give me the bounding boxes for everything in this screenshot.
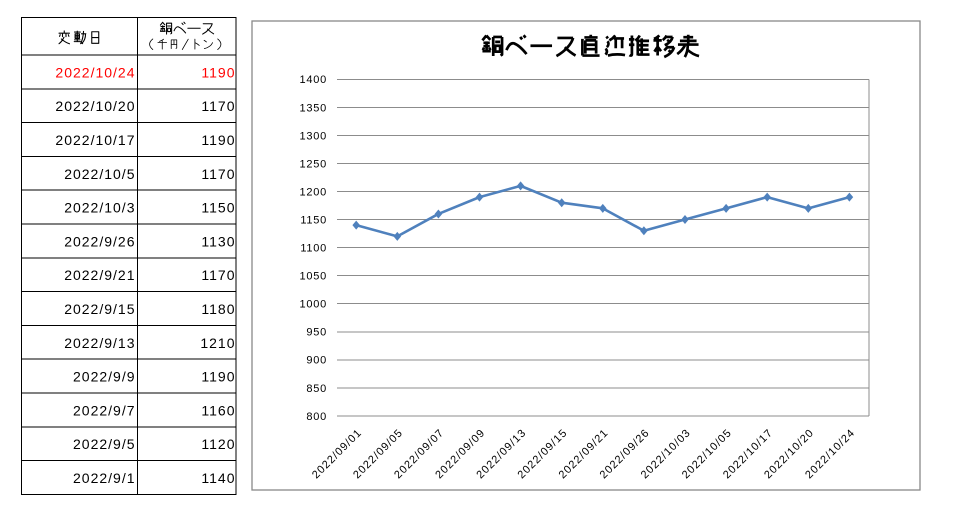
svg-text:2022/9/9: 2022/9/9 <box>73 369 136 385</box>
svg-text:2022/9/13: 2022/9/13 <box>64 335 135 351</box>
svg-text:1400: 1400 <box>300 74 327 86</box>
svg-text:1250: 1250 <box>300 158 327 170</box>
svg-text:1160: 1160 <box>201 402 235 418</box>
svg-text:1150: 1150 <box>201 200 235 216</box>
svg-text:1190: 1190 <box>201 132 235 148</box>
svg-text:2022/10/20: 2022/10/20 <box>55 98 135 114</box>
svg-text:1120: 1120 <box>201 436 235 452</box>
svg-text:2022/10/17: 2022/10/17 <box>55 132 135 148</box>
svg-text:2022/10/24: 2022/10/24 <box>55 64 135 80</box>
svg-text:1210: 1210 <box>200 335 235 351</box>
svg-text:900: 900 <box>306 355 327 367</box>
svg-text:2022/9/1: 2022/9/1 <box>73 470 136 486</box>
svg-text:2022/9/7: 2022/9/7 <box>73 402 136 418</box>
svg-text:1180: 1180 <box>201 301 235 317</box>
svg-text:2022/9/26: 2022/9/26 <box>64 233 135 249</box>
svg-text:1140: 1140 <box>201 470 235 486</box>
svg-text:1150: 1150 <box>300 214 327 226</box>
svg-text:1350: 1350 <box>300 102 327 114</box>
svg-text:1200: 1200 <box>300 186 327 198</box>
svg-text:2022/10/5: 2022/10/5 <box>64 166 135 182</box>
svg-text:1130: 1130 <box>201 233 235 249</box>
svg-text:800: 800 <box>306 411 327 423</box>
svg-text:1170: 1170 <box>201 166 235 182</box>
svg-text:850: 850 <box>306 383 327 395</box>
svg-text:1300: 1300 <box>300 130 327 142</box>
svg-text:1050: 1050 <box>300 271 327 283</box>
svg-text:2022/10/3: 2022/10/3 <box>64 200 135 216</box>
svg-text:1000: 1000 <box>300 299 327 311</box>
svg-text:1170: 1170 <box>201 98 235 114</box>
svg-text:950: 950 <box>306 327 327 339</box>
svg-text:2022/9/5: 2022/9/5 <box>73 436 136 452</box>
svg-text:2022/9/21: 2022/9/21 <box>64 267 135 283</box>
svg-text:1170: 1170 <box>201 267 235 283</box>
svg-text:2022/9/15: 2022/9/15 <box>64 301 135 317</box>
svg-text:1100: 1100 <box>300 243 327 255</box>
svg-text:1190: 1190 <box>201 369 235 385</box>
svg-text:1190: 1190 <box>201 64 235 80</box>
